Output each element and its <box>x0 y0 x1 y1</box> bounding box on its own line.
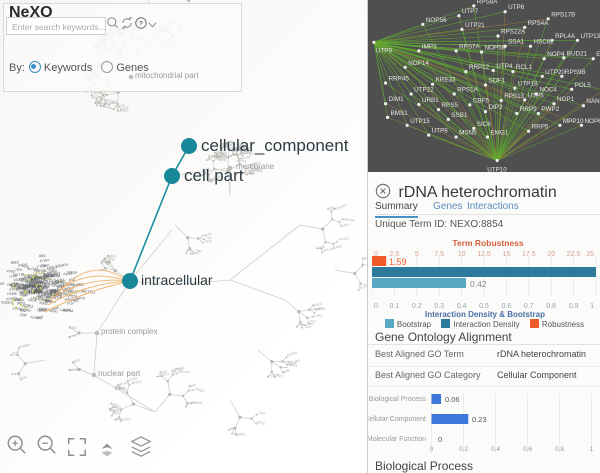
svg-text:0: 0 <box>438 435 442 444</box>
svg-text:UTP4: UTP4 <box>496 63 513 70</box>
svg-text:0.4: 0.4 <box>457 303 467 310</box>
svg-text:1.59: 1.59 <box>389 257 407 267</box>
svg-text:SOF1: SOF1 <box>489 78 506 85</box>
svg-text:0.8: 0.8 <box>546 303 556 310</box>
svg-text:NOP1: NOP1 <box>557 96 575 103</box>
svg-text:MPP10: MPP10 <box>563 118 584 125</box>
svg-text:RPS8A: RPS8A <box>477 0 498 5</box>
svg-text:RRP5: RRP5 <box>532 124 549 131</box>
svg-text:RPS22A: RPS22A <box>501 29 526 36</box>
svg-text:0: 0 <box>430 446 434 453</box>
svg-text:0.5: 0.5 <box>479 303 489 310</box>
svg-text:URB1: URB1 <box>422 97 439 104</box>
svg-text:UTP5: UTP5 <box>528 92 545 99</box>
svg-text:RPS1A: RPS1A <box>457 87 478 94</box>
svg-text:RRP9: RRP9 <box>520 106 537 113</box>
svg-text:RPL4A: RPL4A <box>555 33 576 40</box>
svg-text:0.1: 0.1 <box>390 303 400 310</box>
svg-text:RPS17B: RPS17B <box>551 11 575 18</box>
svg-text:HSC82: HSC82 <box>534 39 555 46</box>
svg-text:RCL1: RCL1 <box>516 64 533 71</box>
svg-text:RPS13: RPS13 <box>504 93 524 100</box>
svg-text:UTP13: UTP13 <box>581 33 600 40</box>
svg-text:BMS1: BMS1 <box>391 110 409 117</box>
svg-text:0.6: 0.6 <box>523 446 532 453</box>
svg-text:NOP14: NOP14 <box>408 60 429 67</box>
svg-text:PWP2: PWP2 <box>541 106 559 113</box>
svg-text:NOP58: NOP58 <box>485 45 506 52</box>
svg-text:UTP8: UTP8 <box>432 128 449 135</box>
svg-text:0: 0 <box>374 303 378 310</box>
svg-text:0.06: 0.06 <box>445 395 460 404</box>
svg-text:0.2: 0.2 <box>412 303 422 310</box>
svg-text:0.7: 0.7 <box>524 303 534 310</box>
svg-text:Biological Process: Biological Process <box>369 396 427 403</box>
svg-text:0.8: 0.8 <box>555 446 564 453</box>
svg-text:SSB1: SSB1 <box>451 112 468 119</box>
svg-text:NOP4: NOP4 <box>547 51 565 58</box>
svg-text:UTP9: UTP9 <box>376 47 393 54</box>
svg-text:SSA1: SSA1 <box>508 39 525 46</box>
svg-text:0.23: 0.23 <box>472 415 487 424</box>
svg-text:Cellular Component: Cellular Component <box>368 416 426 423</box>
svg-text:1: 1 <box>590 446 594 453</box>
svg-text:UTP6: UTP6 <box>508 4 525 11</box>
svg-text:DIM1: DIM1 <box>389 96 405 103</box>
svg-text:RRP12: RRP12 <box>469 64 490 71</box>
svg-text:KRE33: KRE33 <box>436 77 456 84</box>
svg-text:UTP7: UTP7 <box>462 8 479 15</box>
svg-text:RPS5: RPS5 <box>442 102 459 109</box>
svg-text:UTP22: UTP22 <box>414 87 434 94</box>
svg-text:UTP15: UTP15 <box>410 118 430 125</box>
svg-text:IMP3: IMP3 <box>422 43 437 50</box>
svg-text:0.9: 0.9 <box>569 303 579 310</box>
svg-text:RRP45: RRP45 <box>389 76 410 83</box>
svg-text:UTP10: UTP10 <box>487 167 507 173</box>
svg-text:CBF5: CBF5 <box>473 97 490 104</box>
svg-text:NAN1: NAN1 <box>586 98 600 105</box>
svg-text:0.42: 0.42 <box>470 279 487 289</box>
svg-text:DIP2: DIP2 <box>489 104 503 111</box>
svg-text:RPS4A: RPS4A <box>528 20 549 27</box>
svg-text:0.2: 0.2 <box>459 446 468 453</box>
svg-text:BUD21: BUD21 <box>567 50 588 57</box>
svg-text:ENP1: ENP1 <box>596 51 600 58</box>
svg-text:MSN5: MSN5 <box>459 130 477 137</box>
svg-text:1: 1 <box>590 303 594 310</box>
svg-text:0.6: 0.6 <box>502 303 512 310</box>
svg-text:RPS9B: RPS9B <box>565 69 586 76</box>
svg-text:UTP18: UTP18 <box>518 81 538 88</box>
svg-text:0.4: 0.4 <box>491 446 500 453</box>
svg-text:UTP21: UTP21 <box>465 22 485 29</box>
svg-text:Molecular Function: Molecular Function <box>368 436 426 443</box>
svg-text:NOP56: NOP56 <box>426 17 447 24</box>
svg-text:POL5: POL5 <box>575 82 592 89</box>
svg-text:EMG1: EMG1 <box>491 130 509 137</box>
svg-text:UTP20: UTP20 <box>545 69 565 76</box>
svg-text:0.3: 0.3 <box>434 303 444 310</box>
svg-text:SIC6: SIC6 <box>477 121 491 128</box>
svg-text:NOP6: NOP6 <box>585 118 600 125</box>
svg-text:RPS7A: RPS7A <box>459 43 480 50</box>
